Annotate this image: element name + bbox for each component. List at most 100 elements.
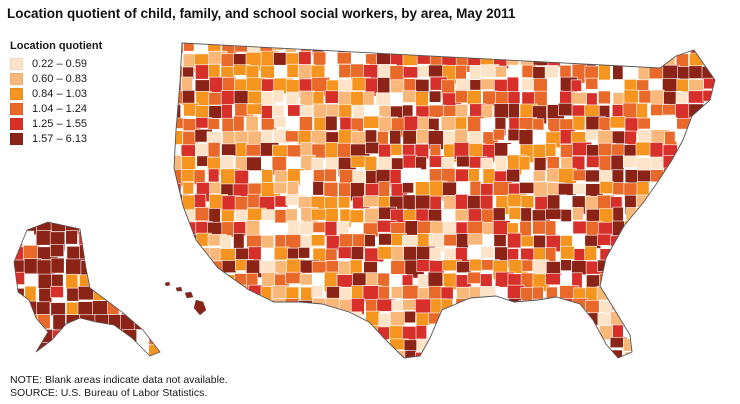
area-region xyxy=(690,338,708,352)
area-region xyxy=(119,230,142,252)
area-region xyxy=(35,230,53,246)
area-region xyxy=(92,330,110,349)
area-region xyxy=(149,222,160,235)
area-region xyxy=(717,351,734,366)
area-region xyxy=(675,338,689,358)
area-region xyxy=(599,248,620,262)
area-region xyxy=(716,274,728,288)
area-region xyxy=(441,352,455,358)
area-region xyxy=(637,248,652,268)
area-region xyxy=(149,315,160,332)
area-region xyxy=(121,260,138,280)
area-region xyxy=(162,301,175,321)
area-region xyxy=(174,311,189,331)
area-region xyxy=(690,181,710,193)
area-region xyxy=(467,349,480,358)
area-region xyxy=(299,324,311,345)
area-region xyxy=(183,245,201,263)
area-region xyxy=(492,128,505,141)
area-region xyxy=(207,118,220,130)
area-region xyxy=(506,76,520,93)
area-region xyxy=(14,259,26,274)
area-region xyxy=(50,257,65,274)
area-region xyxy=(480,157,494,170)
area-region xyxy=(544,43,556,55)
area-region xyxy=(107,272,120,286)
area-region xyxy=(716,78,731,93)
area-region xyxy=(689,52,709,67)
area-region xyxy=(610,245,627,258)
area-region xyxy=(261,235,275,249)
area-region xyxy=(134,258,148,273)
area-region xyxy=(690,43,710,54)
area-region xyxy=(636,207,653,227)
area-region xyxy=(662,43,677,56)
area-region xyxy=(429,325,448,345)
area-region xyxy=(174,232,189,248)
area-region xyxy=(700,168,714,182)
area-region xyxy=(676,298,688,320)
area-region xyxy=(624,311,645,328)
hawaii-oahu xyxy=(175,286,183,292)
area-region xyxy=(715,92,734,103)
area-region xyxy=(134,273,149,286)
area-region xyxy=(572,43,590,60)
area-region xyxy=(687,155,708,174)
area-region xyxy=(181,261,194,280)
area-region xyxy=(195,324,208,344)
area-region xyxy=(133,314,153,331)
area-region xyxy=(163,356,179,375)
area-region xyxy=(572,207,584,221)
area-region xyxy=(688,233,709,250)
area-region xyxy=(220,351,236,358)
area-region xyxy=(428,312,448,325)
area-region xyxy=(663,196,678,209)
area-region xyxy=(195,258,212,278)
area-region xyxy=(311,157,324,170)
area-region xyxy=(402,66,420,79)
area-region xyxy=(599,181,614,194)
area-region xyxy=(134,299,155,319)
area-region xyxy=(610,259,625,274)
area-region xyxy=(610,235,627,253)
area-region xyxy=(714,43,715,59)
area-region xyxy=(716,313,727,324)
area-region xyxy=(416,43,436,54)
area-region xyxy=(325,115,338,131)
area-region xyxy=(196,272,216,286)
area-region xyxy=(649,285,664,302)
area-region xyxy=(222,298,240,318)
legend-item: 0.84 – 1.03 xyxy=(10,86,140,101)
area-region xyxy=(415,194,431,210)
legend-label: 1.25 – 1.55 xyxy=(32,117,88,130)
area-region xyxy=(584,245,598,261)
area-region xyxy=(94,232,111,246)
area-region xyxy=(248,311,263,327)
area-region xyxy=(194,207,210,222)
area-region xyxy=(234,313,247,332)
area-region xyxy=(651,235,670,249)
area-region xyxy=(467,208,483,223)
area-region xyxy=(650,259,667,273)
area-region xyxy=(570,79,582,92)
area-region xyxy=(611,51,623,66)
area-region xyxy=(649,247,670,266)
area-region xyxy=(675,273,691,289)
area-region xyxy=(349,338,364,357)
legend-label: 1.57 – 6.13 xyxy=(32,132,88,145)
area-region xyxy=(352,350,365,358)
area-region xyxy=(325,248,338,261)
area-region xyxy=(66,287,80,302)
area-region xyxy=(585,169,602,183)
area-region xyxy=(716,54,727,72)
area-region xyxy=(689,141,708,157)
area-region xyxy=(482,222,495,235)
area-region xyxy=(572,183,586,195)
area-region xyxy=(637,66,651,81)
legend-label: 0.60 – 0.83 xyxy=(32,72,88,85)
area-region xyxy=(92,342,106,356)
area-region xyxy=(261,129,273,144)
area-region xyxy=(637,285,649,297)
area-region xyxy=(651,299,664,319)
area-region xyxy=(273,246,290,261)
